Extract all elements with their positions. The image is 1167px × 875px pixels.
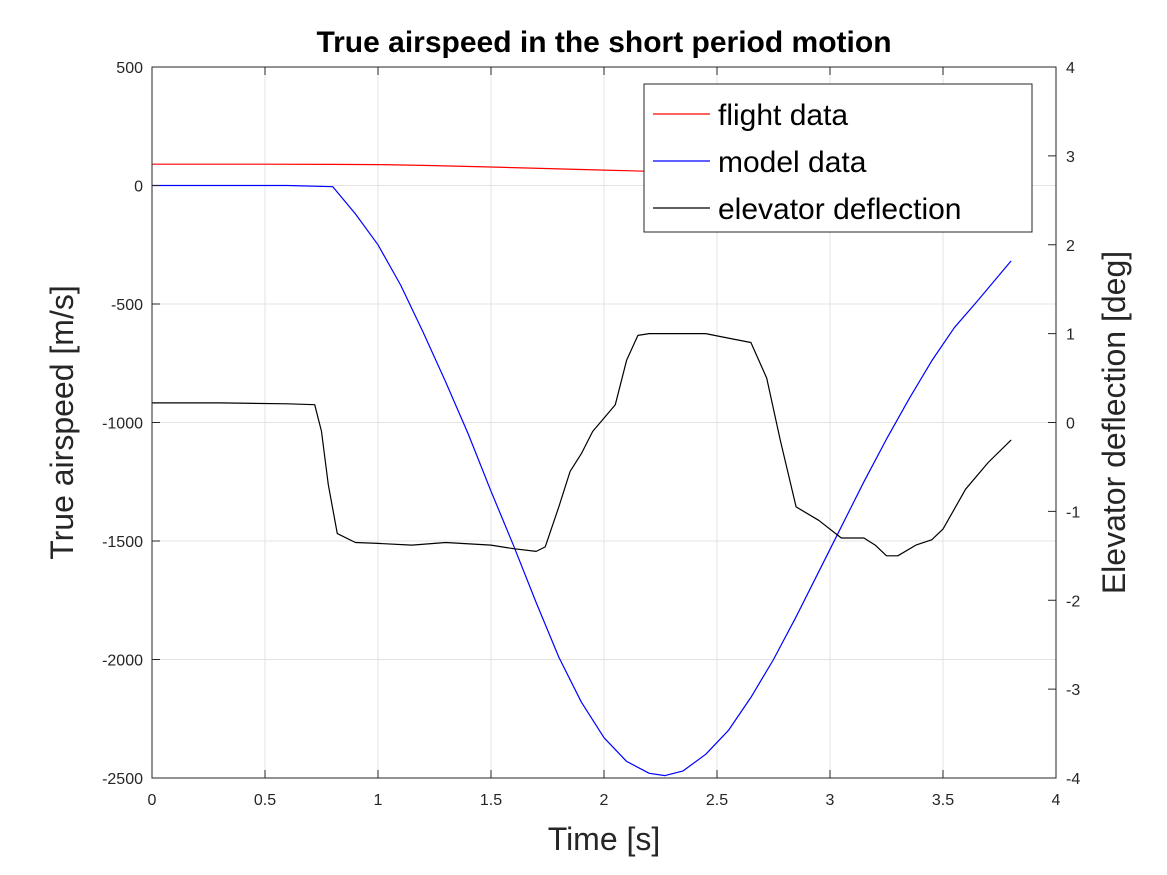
legend-label: flight data bbox=[718, 99, 848, 132]
y2-tick-label: -3 bbox=[1066, 682, 1080, 699]
legend-box bbox=[643, 83, 1033, 233]
x-tick-label: 1 bbox=[374, 792, 383, 809]
chart-title: True airspeed in the short period motion bbox=[316, 26, 891, 59]
tick-labels: 0 0.5 1 1.5 2 2.5 3 3.5 4 500 0 -500 -1000 -1500 -2000… bbox=[102, 60, 1080, 809]
y2-tick-label: 4 bbox=[1066, 60, 1075, 77]
ticks bbox=[151, 66, 1057, 779]
legend-label: elevator deflection bbox=[718, 193, 962, 226]
x-tick-label: 2.5 bbox=[706, 792, 728, 809]
x-tick-label: 1.5 bbox=[480, 792, 502, 809]
y-tick-label: 0 bbox=[134, 179, 143, 196]
y2-tick-label: 2 bbox=[1066, 238, 1075, 255]
x-tick-label: 3.5 bbox=[932, 792, 954, 809]
y-tick-label: -1500 bbox=[102, 534, 143, 551]
y-tick-label: -500 bbox=[111, 297, 143, 314]
y2-tick-label: -4 bbox=[1066, 771, 1080, 788]
y2-tick-label: 3 bbox=[1066, 149, 1075, 166]
y2-axis-label: Elevator deflection [deg] bbox=[1096, 251, 1132, 594]
series-line-elevator-deflection bbox=[151, 333, 1012, 557]
x-tick-label: 0 bbox=[148, 792, 157, 809]
y-tick-label: -2500 bbox=[102, 771, 143, 788]
x-tick-label: 4 bbox=[1052, 792, 1061, 809]
y-tick-label: -2000 bbox=[102, 653, 143, 670]
y-tick-label: -1000 bbox=[102, 416, 143, 433]
y2-tick-label: -2 bbox=[1066, 593, 1080, 610]
legend: flight data model data elevator deflection bbox=[643, 83, 1033, 233]
y-axis-label: True airspeed [m/s] bbox=[44, 285, 80, 559]
y2-tick-label: 1 bbox=[1066, 327, 1075, 344]
x-tick-label: 3 bbox=[826, 792, 835, 809]
x-tick-label: 2 bbox=[600, 792, 609, 809]
y2-tick-label: -1 bbox=[1066, 504, 1080, 521]
series-line-model-data bbox=[151, 184, 1012, 777]
x-tick-label: 0.5 bbox=[254, 792, 276, 809]
series-layer bbox=[151, 163, 1012, 777]
x-axis-label: Time [s] bbox=[548, 821, 661, 857]
series-line-flight-data bbox=[151, 163, 650, 172]
y-tick-label: 500 bbox=[116, 60, 143, 77]
y2-tick-label: 0 bbox=[1066, 416, 1075, 433]
legend-label: model data bbox=[718, 146, 867, 179]
